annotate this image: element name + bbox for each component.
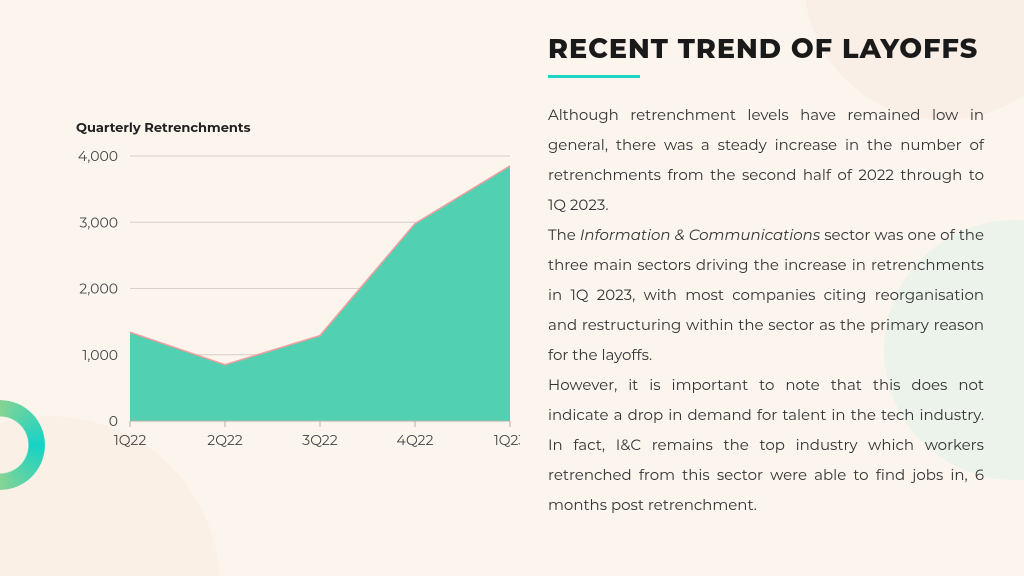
p2-emphasis: Information & Communications	[580, 225, 820, 244]
svg-text:4Q22: 4Q22	[397, 431, 434, 449]
p2-post: sector was one of the three main sectors…	[548, 225, 984, 364]
svg-text:2,000: 2,000	[79, 280, 118, 298]
svg-text:1Q23: 1Q23	[494, 431, 520, 449]
svg-text:3,000: 3,000	[79, 213, 118, 231]
svg-text:4,000: 4,000	[78, 147, 118, 165]
paragraph-3: However, it is important to note that th…	[548, 370, 984, 520]
layout-container: Quarterly Retrenchments 0 1,000 2,000 3,000…	[0, 0, 1024, 576]
page-heading: RECENT TREND OF LAYOFFS	[548, 32, 984, 65]
svg-text:0: 0	[109, 412, 118, 430]
chart-panel: Quarterly Retrenchments 0 1,000 2,000 3,000…	[0, 0, 540, 576]
svg-text:1Q22: 1Q22	[114, 431, 147, 449]
text-panel: RECENT TREND OF LAYOFFS Although retrenc…	[540, 0, 1024, 576]
body-text: Although retrenchment levels have remain…	[548, 100, 984, 520]
paragraph-1: Although retrenchment levels have remain…	[548, 100, 984, 220]
chart-title: Quarterly Retrenchments	[76, 120, 520, 136]
p2-pre: The	[548, 225, 580, 244]
retrenchments-area-chart: 0 1,000 2,000 3,000 4,000 1Q22 2Q22 3Q22 4Q22 1Q2…	[60, 146, 520, 456]
heading-underline	[548, 75, 640, 78]
svg-text:3Q22: 3Q22	[302, 431, 337, 449]
paragraph-2: The Information & Communications sector …	[548, 220, 984, 370]
svg-text:1,000: 1,000	[82, 346, 118, 364]
area-fill	[130, 166, 510, 421]
svg-text:2Q22: 2Q22	[207, 431, 243, 449]
